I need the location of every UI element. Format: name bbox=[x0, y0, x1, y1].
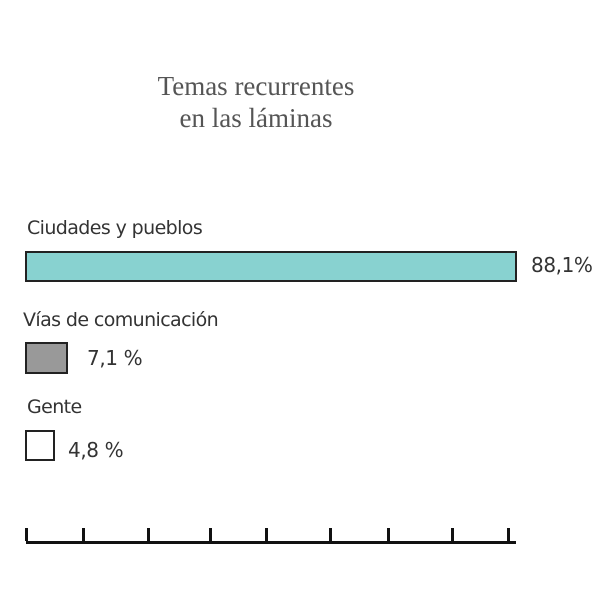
bar-value-gente: 4,8 % bbox=[68, 438, 124, 462]
x-axis-tick bbox=[82, 528, 85, 541]
bar-gente bbox=[25, 430, 55, 461]
bar-value-vias: 7,1 % bbox=[87, 346, 143, 370]
x-axis-tick bbox=[209, 528, 212, 541]
bar-value-ciudades: 88,1% bbox=[531, 253, 593, 277]
x-axis-tick bbox=[387, 528, 390, 541]
x-axis-tick bbox=[265, 528, 268, 541]
bar-vias bbox=[25, 342, 68, 374]
x-axis-tick bbox=[25, 528, 28, 541]
bar-label-gente: Gente bbox=[27, 396, 82, 418]
x-axis-tick bbox=[451, 528, 454, 541]
bar-label-ciudades: Ciudades y pueblos bbox=[27, 217, 203, 239]
chart-title-line-2: en las láminas bbox=[179, 103, 333, 133]
x-axis-tick bbox=[329, 528, 332, 541]
chart-title-line-1: Temas recurrentes bbox=[157, 71, 355, 101]
chart-title: Temas recurrentes en las láminas bbox=[0, 70, 512, 134]
x-axis-line bbox=[26, 541, 516, 544]
x-axis-tick bbox=[507, 528, 510, 541]
bar-label-vias: Vías de comunicación bbox=[23, 309, 219, 331]
bar-ciudades bbox=[25, 251, 517, 282]
x-axis-tick bbox=[147, 528, 150, 541]
